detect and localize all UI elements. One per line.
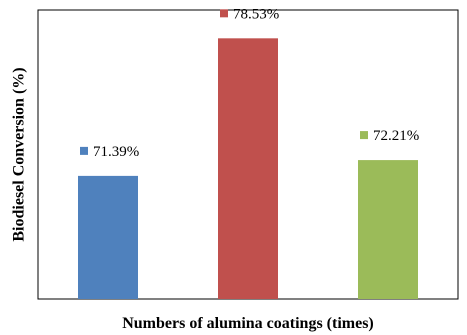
bar-1 <box>78 175 138 299</box>
x-axis-label: Numbers of alumina coatings (times) <box>122 315 374 332</box>
bars-group <box>78 38 418 300</box>
data-labels-group: 71.39% 78.53% 72.21% <box>80 6 419 160</box>
data-label-3: 72.21% <box>373 128 419 144</box>
data-label-2: 78.53% <box>233 6 279 22</box>
data-label-key-1 <box>80 146 88 155</box>
data-label-key-2 <box>220 9 228 18</box>
bar-2 <box>218 38 278 300</box>
y-axis-label: Biodiesel Conversion (%) <box>11 67 28 241</box>
data-label-key-3 <box>360 131 368 140</box>
data-label-1: 71.39% <box>93 144 139 160</box>
bar-3 <box>358 160 418 299</box>
